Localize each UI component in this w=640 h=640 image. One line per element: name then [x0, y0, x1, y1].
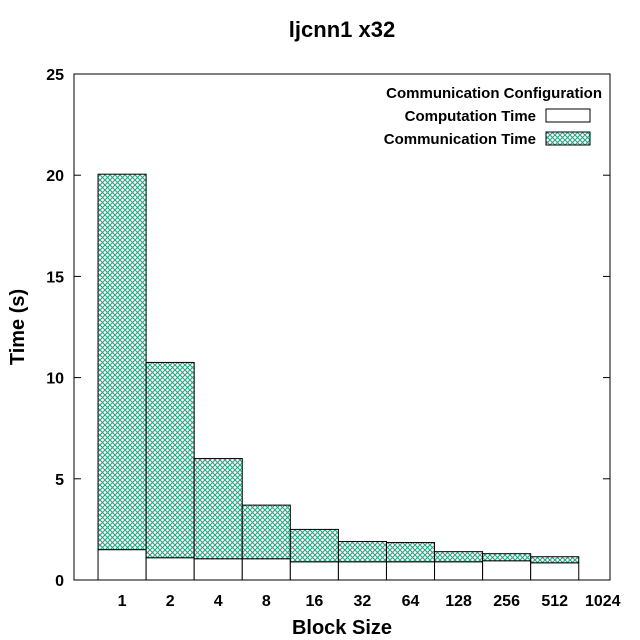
x-tick-label: 1024 [585, 593, 621, 610]
legend-title: Communication Configuration [386, 85, 602, 102]
bar-communication-time [434, 551, 484, 563]
y-tick-label: 15 [46, 269, 64, 286]
bar-computation-time [337, 561, 387, 581]
x-tick-label: 256 [493, 593, 520, 610]
y-tick-label: 10 [46, 371, 64, 388]
bar-computation-time [482, 560, 532, 581]
plot-frame [73, 73, 611, 581]
bar-communication-time [193, 458, 243, 560]
axis-ticks: 0 5 10 15 20 25 1 2 4 8 16 32 64 128 256 512 1024 [46, 67, 620, 610]
bar-computation-time [530, 562, 580, 581]
bar-computation-time [145, 557, 195, 581]
chart-title: ljcnn1 x32 [289, 17, 395, 42]
y-tick-label: 25 [46, 67, 64, 84]
y-tick-label: 0 [55, 573, 64, 590]
legend-label-communication: Communication Time [384, 131, 536, 148]
x-tick-label: 4 [214, 593, 223, 610]
x-tick-label: 2 [166, 593, 175, 610]
bar-communication-time [530, 556, 580, 564]
bar-communication-time [145, 361, 195, 559]
legend-label-computation: Computation Time [405, 108, 536, 125]
bar-communication-time [289, 528, 339, 563]
bar-computation-time [241, 558, 291, 581]
bar-computation-time [434, 561, 484, 581]
x-tick-label: 1 [118, 593, 127, 610]
bar-computation-time [97, 549, 147, 581]
x-tick-label: 16 [305, 593, 323, 610]
bars [97, 173, 580, 581]
bar-communication-time [241, 504, 291, 560]
x-tick-label: 32 [354, 593, 372, 610]
y-tick-label: 5 [55, 472, 64, 489]
x-tick-label: 8 [262, 593, 271, 610]
x-tick-label: 512 [541, 593, 568, 610]
bar-communication-time [482, 553, 532, 562]
bar-communication-time [337, 541, 387, 563]
bar-computation-time [289, 561, 339, 581]
bar-computation-time [385, 561, 436, 581]
bar-communication-time [385, 542, 436, 563]
x-tick-label: 64 [402, 593, 420, 610]
bar-communication-time [97, 173, 147, 551]
x-axis-label: Block Size [292, 617, 392, 639]
legend-swatch-communication [545, 131, 591, 146]
y-tick-label: 20 [46, 168, 64, 185]
legend: Communication Configuration Computation … [384, 85, 602, 148]
bar-computation-time [193, 558, 243, 581]
x-tick-label: 128 [445, 593, 472, 610]
legend-swatch-computation [545, 108, 591, 123]
y-axis-label: Time (s) [7, 289, 29, 365]
